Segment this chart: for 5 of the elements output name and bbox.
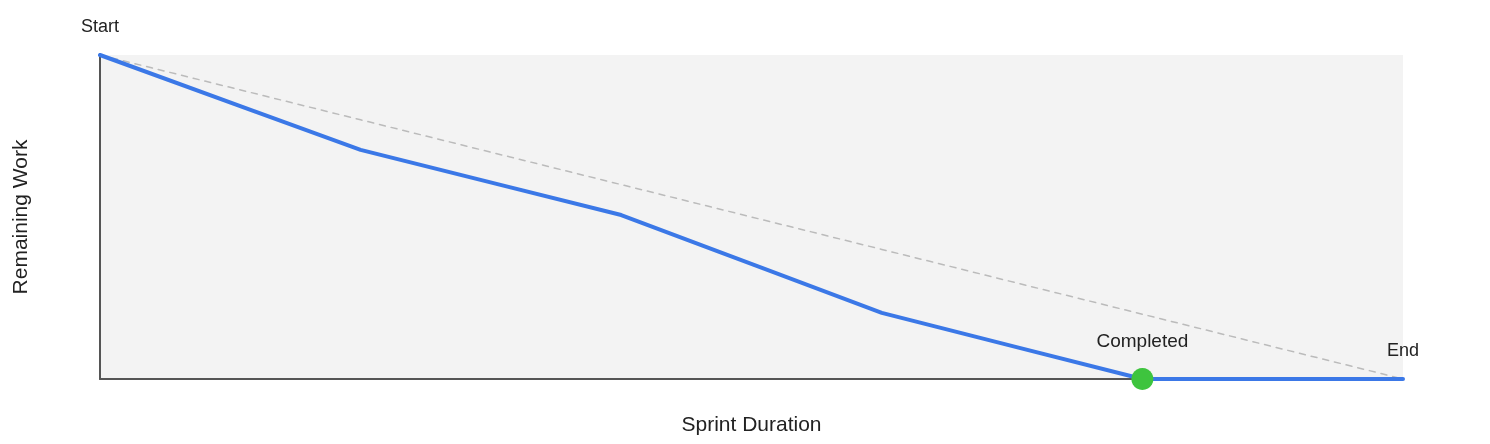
y-axis-title: Remaining Work bbox=[8, 139, 31, 295]
x-axis-title: Sprint Duration bbox=[681, 412, 822, 435]
series-label: Completed bbox=[1096, 330, 1189, 351]
annotation: End bbox=[1386, 340, 1420, 360]
text: Start bbox=[80, 16, 120, 36]
